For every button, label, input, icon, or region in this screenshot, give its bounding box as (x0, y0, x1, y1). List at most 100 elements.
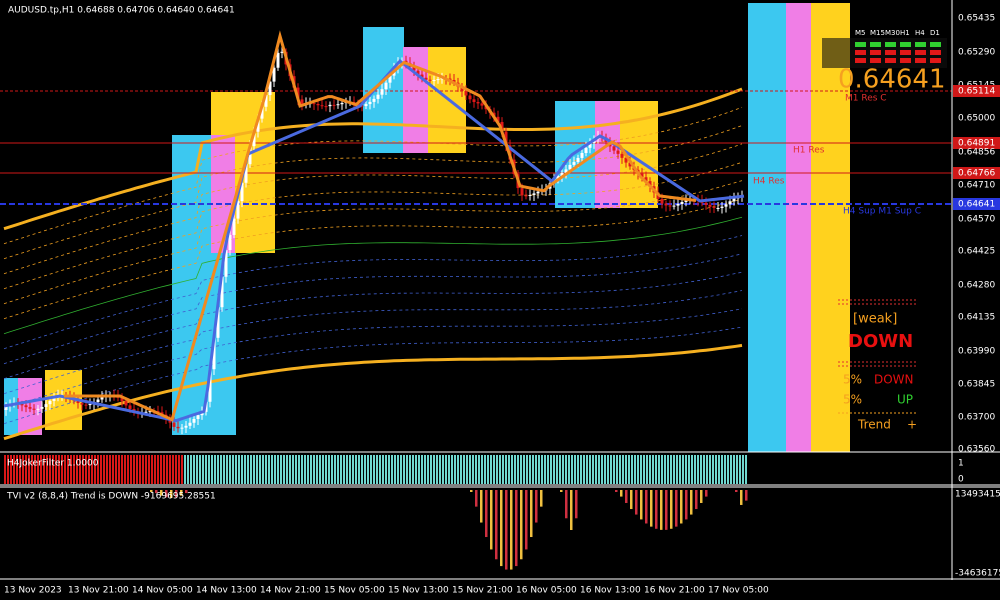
tvi-bar (535, 490, 538, 523)
timeframe-chip (915, 42, 926, 47)
candle-body (616, 150, 620, 154)
candle-body (572, 162, 576, 165)
candle-body (372, 98, 376, 102)
joker-bar (568, 455, 570, 484)
joker-bar (97, 455, 99, 484)
joker-bar (175, 455, 177, 484)
joker-bar (583, 455, 585, 484)
joker-bar (394, 455, 396, 484)
joker-bar (52, 455, 54, 484)
joker-bar (376, 455, 378, 484)
joker-bar (343, 455, 345, 484)
candle-body (624, 157, 628, 163)
joker-bar (694, 455, 696, 484)
candle-body (268, 81, 272, 96)
candle-body (212, 337, 216, 370)
axis-label: 13493415 (955, 490, 1000, 500)
joker-bar (331, 455, 333, 484)
joker-bar (703, 455, 705, 484)
joker-bar (535, 455, 537, 484)
joker-bar (178, 455, 180, 484)
candle-body (28, 407, 32, 409)
candles (3, 30, 745, 435)
joker-bar (592, 455, 594, 484)
candle-body (588, 142, 592, 148)
candle-body (448, 78, 452, 81)
timeframe-chip (855, 42, 866, 47)
signal-panel: 0.64641 [weak] DOWN 5% DOWN 5% UP Trend … (822, 29, 947, 432)
tvi-bar (675, 490, 678, 527)
joker-bar (64, 455, 66, 484)
tvi-bar (630, 490, 633, 510)
price-label: 0.65000 (958, 114, 995, 124)
joker-bar (91, 455, 93, 484)
time-axis: 13 Nov 2023 13 Nov 21:00 14 Nov 05:00 14 No… (4, 586, 769, 596)
tvi-bar (150, 490, 153, 492)
axis-label: 1 (958, 459, 964, 469)
joker-bar (472, 455, 474, 484)
joker-bar (361, 455, 363, 484)
joker-bar (643, 455, 645, 484)
candle-body (728, 201, 732, 205)
candle-body (376, 94, 380, 99)
joker-bar (181, 455, 183, 484)
joker-bar (436, 455, 438, 484)
timeframe: M30 (885, 29, 900, 37)
joker-bar (307, 455, 309, 484)
tvi-bar (500, 490, 503, 567)
price-label: 0.63700 (958, 413, 995, 423)
price-label: 0.64891 (958, 139, 995, 149)
candle-body (76, 400, 80, 404)
price-label: 0.63560 (958, 445, 995, 455)
candle-body (260, 106, 264, 119)
candle-body (88, 404, 92, 406)
joker-bar (454, 455, 456, 484)
joker-bar (367, 455, 369, 484)
band-line (3, 326, 743, 425)
joker-bar (82, 455, 84, 484)
joker-bar (358, 455, 360, 484)
candle-body (680, 201, 684, 205)
joker-bar (151, 455, 153, 484)
joker-bar (661, 455, 663, 484)
candle-body (340, 102, 344, 105)
joker-bar (25, 455, 27, 484)
price-tag (953, 137, 1000, 149)
tvi-bar (185, 490, 188, 494)
joker-bar (379, 455, 381, 484)
time-label: 16 Nov 21:00 (644, 586, 705, 596)
joker-bar (334, 455, 336, 484)
joker-bar (223, 455, 225, 484)
joker-bar (580, 455, 582, 484)
timeframe-chip (870, 50, 881, 55)
axis-label: 0 (958, 475, 964, 485)
panel-bg (822, 38, 947, 68)
joker-bar (232, 455, 234, 484)
candle-body (276, 52, 280, 68)
joker-bar (475, 455, 477, 484)
candle-body (4, 406, 8, 410)
zone (211, 135, 235, 253)
candle-body (520, 188, 524, 196)
joker-bar (598, 455, 600, 484)
joker-bar (415, 455, 417, 484)
price-label: 0.65290 (958, 48, 995, 58)
candle-body (360, 105, 364, 107)
candle-body (384, 82, 388, 90)
candle-body (324, 106, 328, 108)
candle-body (44, 404, 48, 407)
joker-bar (625, 455, 627, 484)
joker-bar (667, 455, 669, 484)
candle-body (100, 397, 104, 400)
candle-body (464, 91, 468, 96)
joker-bar (193, 455, 195, 484)
price-label: 0.64570 (958, 215, 995, 225)
candle-body (536, 191, 540, 194)
joker-bar (373, 455, 375, 484)
joker-bar (268, 455, 270, 484)
joker-bar (100, 455, 102, 484)
zone (786, 3, 811, 452)
joker-bar (532, 455, 534, 484)
candle-body (296, 87, 300, 100)
